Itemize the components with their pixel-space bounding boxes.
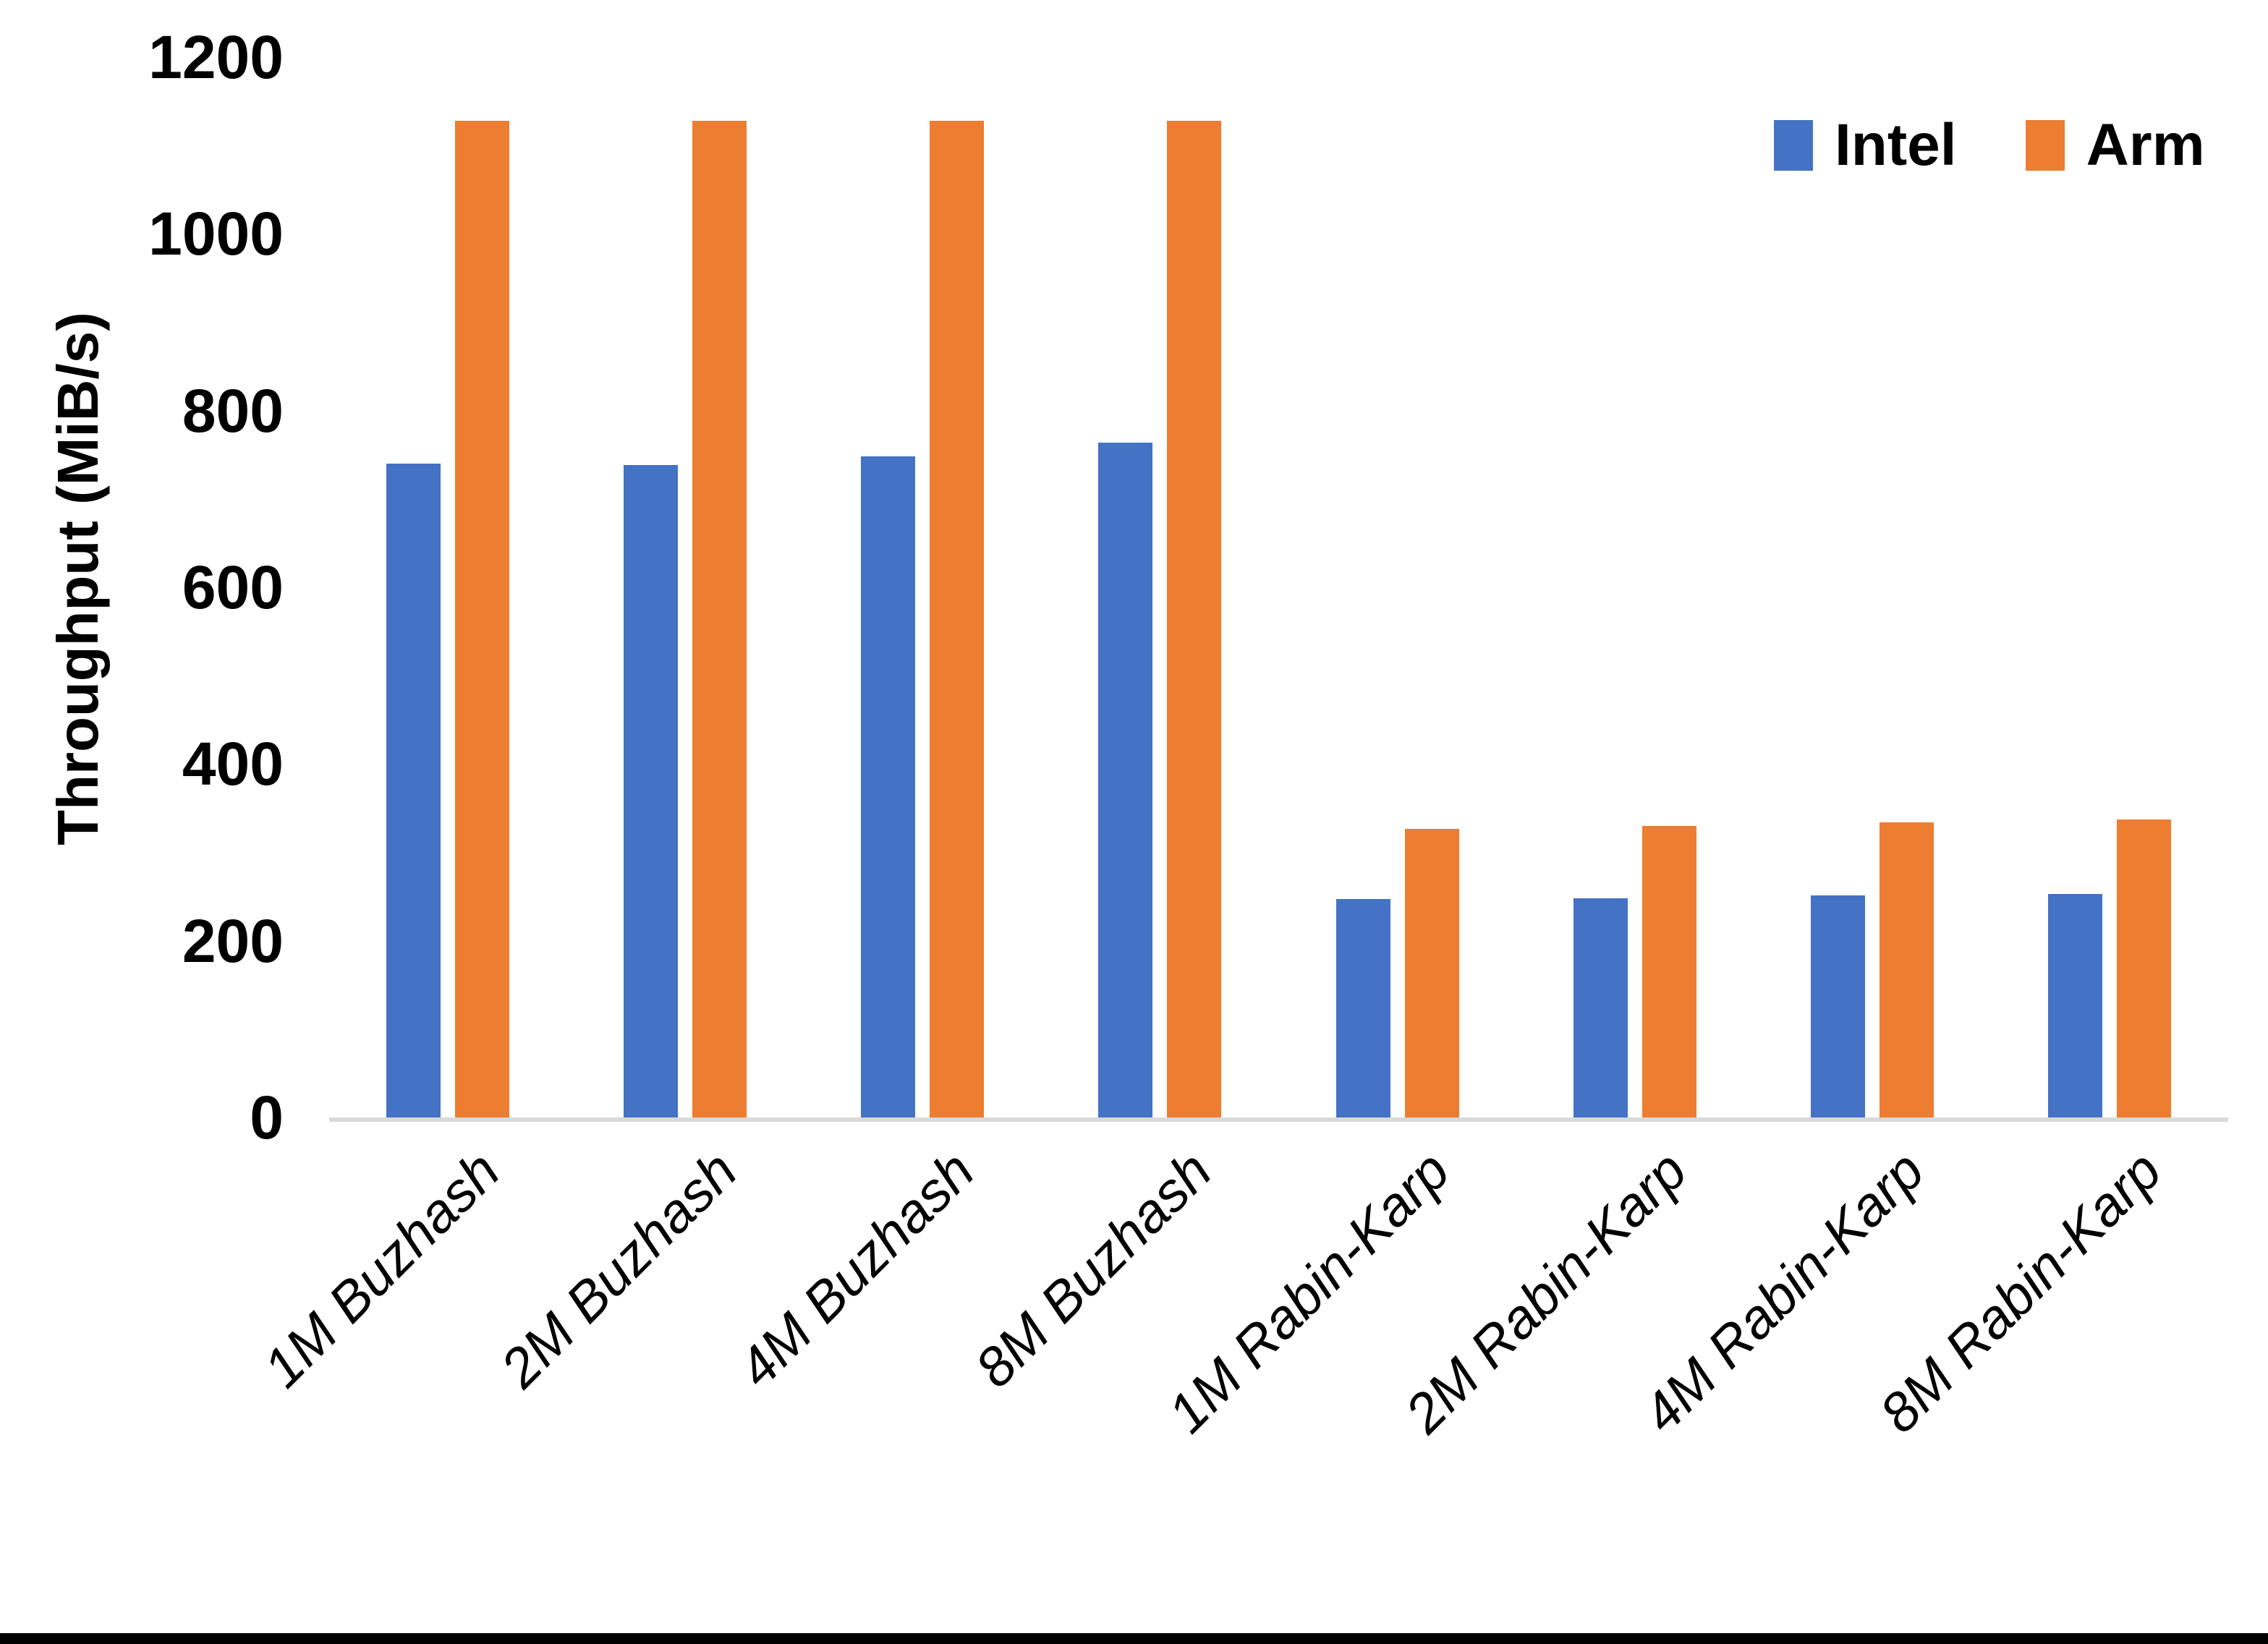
bar-intel-1: [386, 463, 441, 1117]
category-group: [1991, 57, 2228, 1117]
plot-area: [329, 57, 2228, 1117]
bar-arm-4: [1167, 120, 1222, 1117]
bar-arm-8: [2116, 819, 2171, 1117]
legend-item-arm: Arm: [2025, 112, 2205, 178]
x-category-label: 1M Buzhash: [252, 1139, 512, 1400]
category-group: [804, 57, 1041, 1117]
x-axis-line: [329, 1117, 2228, 1122]
bar-intel-6: [1573, 898, 1628, 1117]
bar-arm-1: [455, 120, 510, 1117]
bar-intel-7: [1810, 895, 1865, 1117]
legend-swatch-intel: [1774, 120, 1813, 171]
category-group: [1516, 57, 1754, 1117]
category-group: [1754, 57, 1991, 1117]
bar-arm-5: [1404, 828, 1459, 1117]
bar-intel-2: [624, 465, 679, 1117]
y-tick-label: 1200: [148, 23, 284, 91]
bar-intel-5: [1335, 899, 1390, 1117]
category-group: [329, 57, 566, 1117]
bottom-border: [0, 1633, 2268, 1644]
y-tick-label: 1000: [148, 200, 284, 268]
y-tick-label: 0: [250, 1083, 284, 1151]
y-tick-label: 400: [182, 730, 284, 798]
category-group: [1041, 57, 1278, 1117]
legend-label: Arm: [2086, 112, 2205, 178]
bar-arm-6: [1641, 825, 1696, 1117]
category-group: [1279, 57, 1516, 1117]
bar-arm-3: [930, 120, 985, 1117]
bar-arm-7: [1879, 822, 1934, 1117]
bar-intel-4: [1098, 442, 1153, 1117]
legend: Intel Arm: [1774, 116, 2205, 175]
legend-item-intel: Intel: [1774, 116, 1957, 175]
bar-intel-8: [2047, 893, 2102, 1117]
y-tick-label: 800: [182, 376, 284, 445]
y-tick-label: 200: [182, 906, 284, 975]
legend-swatch-arm: [2025, 120, 2065, 171]
category-group: [566, 57, 804, 1117]
y-tick-label: 600: [182, 553, 284, 621]
legend-label: Intel: [1835, 112, 1957, 178]
bar-arm-2: [692, 120, 747, 1117]
bar-intel-3: [861, 456, 916, 1117]
